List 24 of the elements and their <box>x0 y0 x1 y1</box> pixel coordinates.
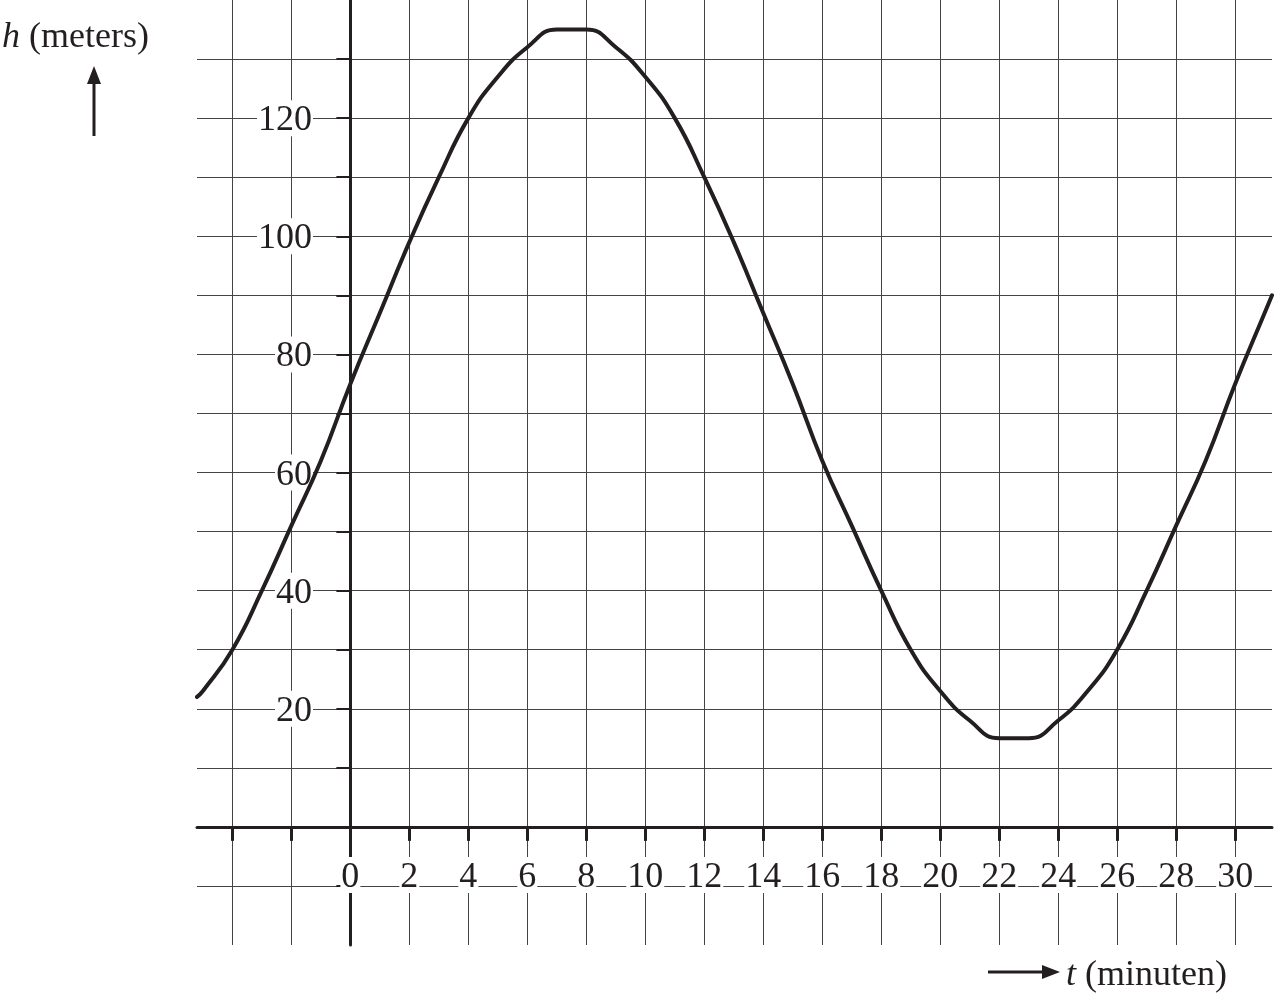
x-tick-label: 12 <box>686 855 723 895</box>
x-tick-label: 6 <box>518 855 537 895</box>
x-tick-label: 4 <box>459 855 478 895</box>
y-tick-label: 40 <box>276 570 312 611</box>
x-tick-label: 10 <box>627 855 664 895</box>
y-tick-label: 20 <box>276 688 312 729</box>
y-tick-label: 80 <box>276 334 312 375</box>
x-tick-label: 24 <box>1040 855 1077 895</box>
x-tick-label: 0 <box>341 855 360 895</box>
x-tick-label: 18 <box>863 855 900 895</box>
y-axis-title: h (meters) <box>2 14 149 56</box>
x-tick-label: 22 <box>981 855 1018 895</box>
x-tick-label: 14 <box>745 855 782 895</box>
x-tick-label: 2 <box>400 855 419 895</box>
y-tick-label: 120 <box>258 98 312 139</box>
x-tick-label: 16 <box>804 855 841 895</box>
x-tick-label: 8 <box>577 855 596 895</box>
x-tick-label: 26 <box>1099 855 1136 895</box>
y-tick-label: 100 <box>258 216 312 257</box>
x-tick-label: 30 <box>1217 855 1254 895</box>
x-tick-label: 20 <box>922 855 959 895</box>
x-tick-label: 28 <box>1158 855 1195 895</box>
x-axis-title: t (minuten) <box>1066 952 1227 994</box>
y-tick-label: 60 <box>276 452 312 493</box>
